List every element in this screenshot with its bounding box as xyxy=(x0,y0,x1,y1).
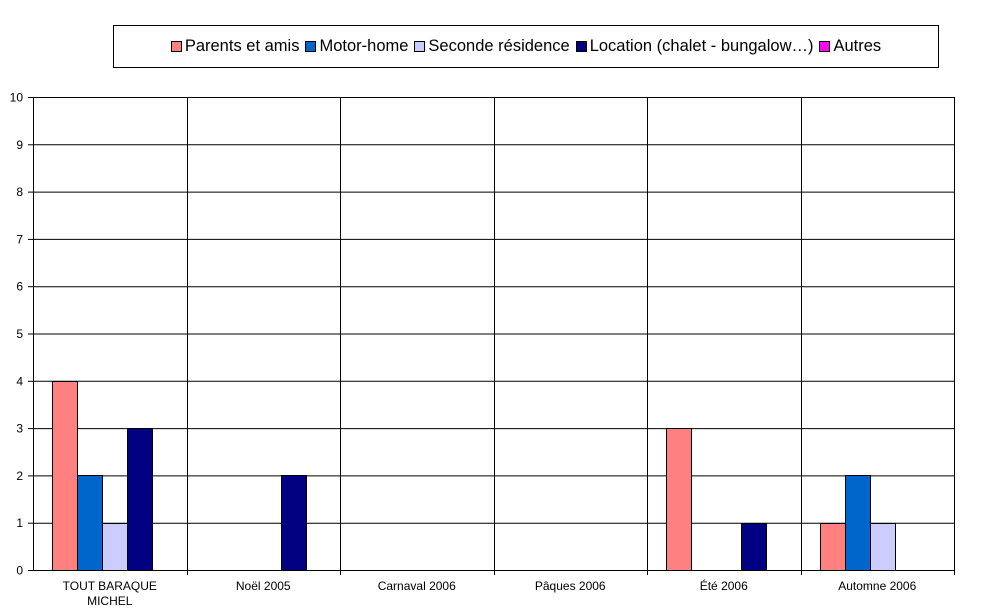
y-tick-label-6: 6 xyxy=(16,280,23,294)
x-tick-label-line: TOUT BARAQUE xyxy=(63,579,157,593)
bar-motor-home-tout-baraque-michel xyxy=(77,475,103,571)
y-tick-label-2: 2 xyxy=(16,469,23,483)
legend-swatch-seconde-residence xyxy=(414,41,426,52)
x-tick-label-line: Carnaval 2006 xyxy=(378,579,456,593)
x-tick-label-noel-2005: Noël 2005 xyxy=(236,579,291,593)
x-tick-label-ete-2006: Été 2006 xyxy=(700,578,748,593)
chart-axes xyxy=(28,97,954,571)
legend-label-autres: Autres xyxy=(833,37,882,55)
y-tick-label-1: 1 xyxy=(16,516,23,530)
legend-item-location: Location (chalet - bungalow…) xyxy=(575,37,814,56)
x-tick-label-automne-2006: Automne 2006 xyxy=(838,579,916,593)
y-tick-label-4: 4 xyxy=(16,374,23,388)
chart-bars xyxy=(52,381,896,571)
bar-seconde-residence-automne-2006 xyxy=(870,523,896,571)
legend-label-parents-et-amis: Parents et amis xyxy=(184,37,300,55)
bar-location-chalet-bungalow-noel-2005 xyxy=(281,475,307,571)
bar-location-chalet-bungalow-tout-baraque-michel xyxy=(127,428,153,571)
x-tick-labels: TOUT BARAQUE MICHEL Noël 2005 Carnaval 2006… xyxy=(63,578,917,608)
legend-item-motor-home: Motor-home xyxy=(305,37,408,56)
y-tick-label-0: 0 xyxy=(16,564,23,578)
y-tick-label-5: 5 xyxy=(16,327,23,341)
chart-legend: Parents et amis Motor-home Seconde résid… xyxy=(113,25,939,68)
y-tick-label-9: 9 xyxy=(16,138,23,152)
x-tick-label-line: Pâques 2006 xyxy=(535,579,606,593)
x-tick-label-paques-2006: Pâques 2006 xyxy=(535,579,606,593)
legend-swatch-parents-et-amis xyxy=(170,41,182,52)
x-tick-label-line: Noël 2005 xyxy=(236,579,291,593)
bar-motor-home-automne-2006 xyxy=(845,475,871,571)
legend-swatch-location xyxy=(575,41,587,52)
bar-parents-et-amis-tout-baraque-michel xyxy=(52,381,78,571)
y-tick-labels: 0 1 2 3 4 5 6 7 8 9 10 xyxy=(10,91,24,578)
legend-label-seconde-residence: Seconde résidence xyxy=(428,37,570,55)
chart-gridlines xyxy=(33,97,955,575)
y-tick-label-7: 7 xyxy=(16,232,23,246)
legend-item-autres: Autres xyxy=(819,37,881,56)
legend-label-motor-home: Motor-home xyxy=(319,37,409,55)
legend-swatch-autres xyxy=(819,41,831,52)
bar-seconde-residence-tout-baraque-michel xyxy=(102,523,128,571)
bar-location-chalet-bungalow-ete-2006 xyxy=(741,523,767,571)
y-tick-label-10: 10 xyxy=(10,91,24,105)
bar-parents-et-amis-automne-2006 xyxy=(820,523,846,571)
bar-parents-et-amis-ete-2006 xyxy=(666,428,692,571)
x-tick-label-line: Été 2006 xyxy=(700,578,748,593)
legend-swatch-motor-home xyxy=(305,41,317,52)
legend-label-location: Location (chalet - bungalow…) xyxy=(589,37,814,55)
x-tick-label-carnaval-2006: Carnaval 2006 xyxy=(378,579,456,593)
legend-item-seconde-residence: Seconde résidence xyxy=(414,37,570,56)
x-tick-label-line: MICHEL xyxy=(87,594,133,608)
x-tick-label-line: Automne 2006 xyxy=(838,579,916,593)
x-tick-label-tout-baraque-michel: TOUT BARAQUE MICHEL xyxy=(63,579,157,608)
y-tick-label-8: 8 xyxy=(16,185,23,199)
legend-item-parents-et-amis: Parents et amis xyxy=(170,37,300,56)
y-tick-label-3: 3 xyxy=(16,422,23,436)
